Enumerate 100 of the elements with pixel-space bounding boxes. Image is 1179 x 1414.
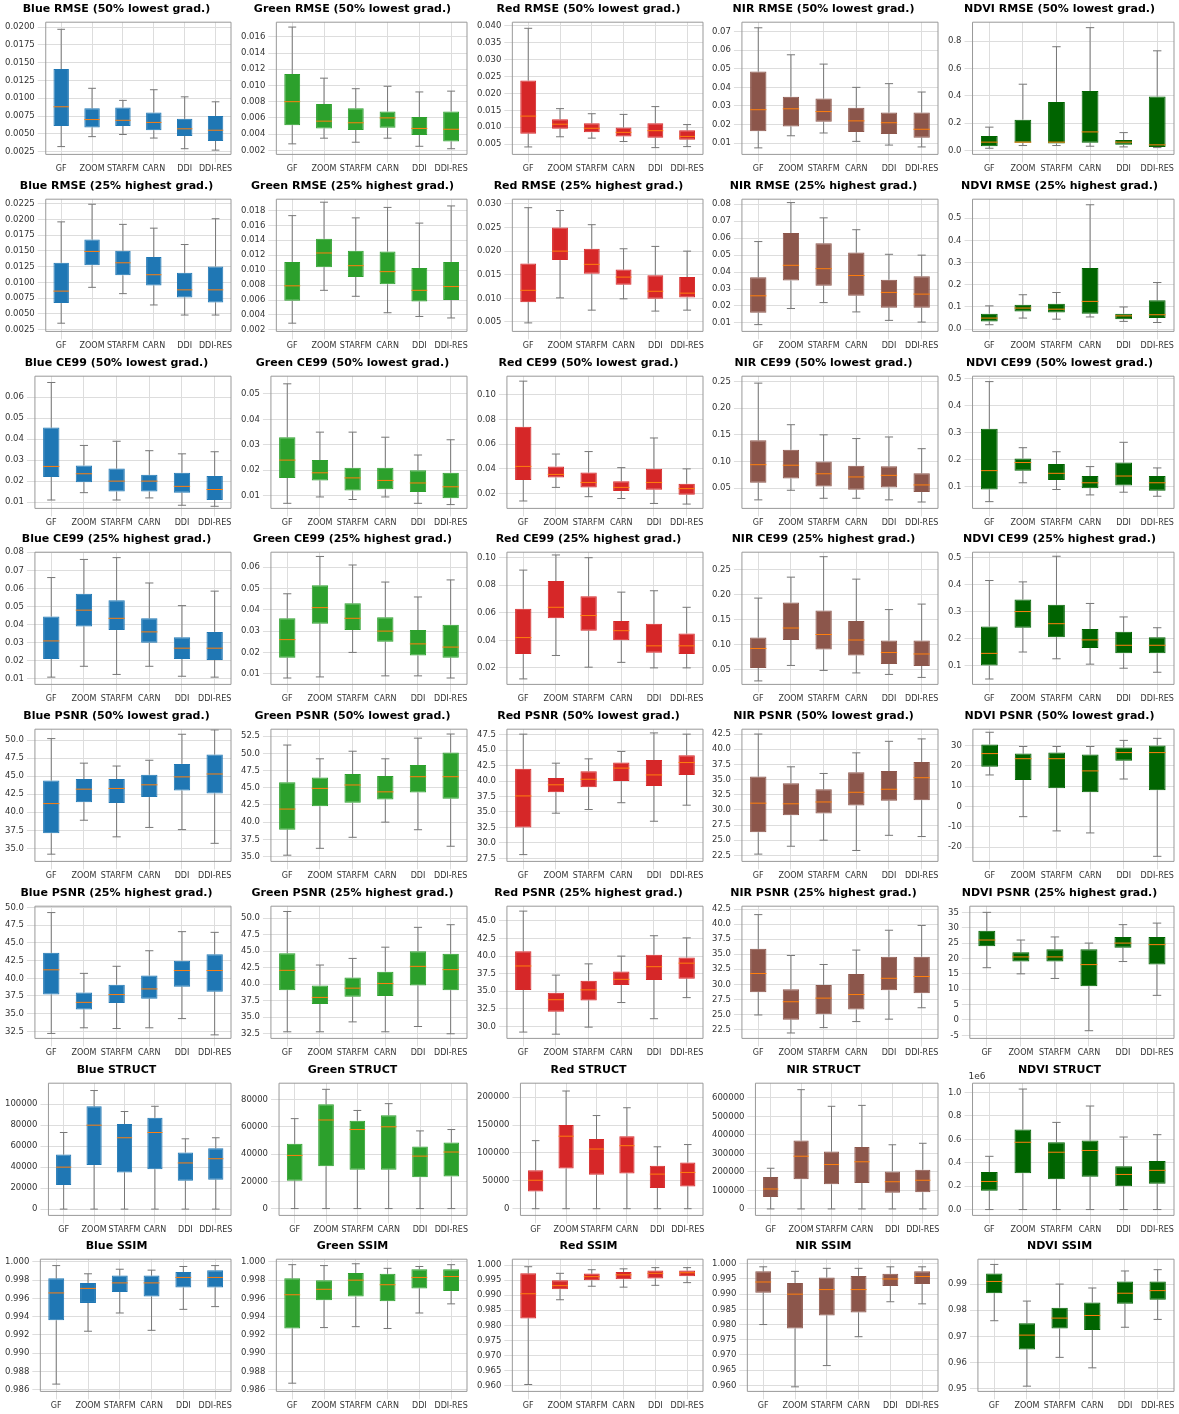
y-tick-label: 0.002	[240, 144, 266, 155]
y-tick-label: 42.5	[4, 954, 24, 965]
y-tick-label: 0.05	[712, 663, 732, 674]
y-tick-label: 0.010	[240, 79, 266, 90]
y-tick-label: 0.960	[712, 1379, 737, 1390]
x-tick-label: DDI	[1116, 871, 1132, 881]
x-tick-label: DDI-RES	[905, 694, 939, 704]
chart-title: NDVI RMSE (50% lowest grad.)	[964, 2, 1156, 16]
y-tick-label: 47.5	[476, 728, 496, 739]
y-tick-label: 37.5	[476, 790, 496, 801]
x-tick-label: DDI-RES	[1140, 871, 1175, 881]
y-tick-label: 0.96	[948, 1357, 968, 1368]
y-tick-label: 0.0050	[4, 307, 35, 318]
y-tick-label: 40.0	[712, 743, 732, 754]
y-tick-label: 25.0	[712, 834, 732, 845]
x-tick-label: ZOOM	[307, 1048, 333, 1058]
x-tick-label: CARN	[142, 341, 166, 351]
y-tick-label: 0.012	[240, 249, 266, 260]
y-tick-label: 0.0175	[4, 229, 35, 240]
chart-title: Green CE99 (50% lowest grad.)	[255, 355, 449, 369]
x-tick-label: CARN	[376, 164, 399, 174]
x-tick-label: DDI-RES	[434, 1401, 468, 1411]
x-tick-label: DDI-RES	[198, 517, 232, 527]
y-tick-label: 0.0025	[4, 145, 35, 156]
y-tick-label: 0.0125	[4, 74, 35, 85]
y-tick-label: 45.0	[240, 945, 260, 956]
x-tick-label: DDI-RES	[198, 1048, 232, 1058]
x-tick-label: DDI	[411, 164, 427, 174]
x-tick-label: ZOOM	[1010, 164, 1036, 174]
x-tick-label: ZOOM	[71, 694, 97, 704]
x-tick-label: CARN	[851, 1224, 874, 1234]
x-tick-label: DDI	[1117, 1401, 1133, 1411]
x-tick-label: CARN	[845, 517, 869, 527]
x-tick-label: ZOOM	[782, 1401, 808, 1411]
x-tick-label: ZOOM	[543, 694, 569, 704]
y-tick-label: 0.01	[240, 489, 260, 500]
x-tick-label: DDI	[178, 1224, 193, 1234]
x-tick-label: GF	[286, 341, 298, 351]
y-tick-label: 32.5	[476, 821, 496, 832]
x-tick-label: GF	[281, 694, 293, 704]
y-tick-label: 0.025	[476, 221, 501, 232]
y-tick-label: 0.8	[948, 1109, 962, 1120]
x-tick-label: STARFM	[575, 1401, 608, 1411]
x-tick-label: ZOOM	[778, 871, 804, 881]
y-tick-label: 0.020	[476, 245, 501, 256]
x-tick-label: CARN	[845, 694, 869, 704]
x-tick-label: CARN	[376, 341, 399, 351]
x-tick-label: DDI	[1116, 164, 1132, 174]
x-tick-label: DDI-RES	[1140, 1048, 1174, 1058]
x-tick-label: DDI	[177, 341, 193, 351]
chart-title: Blue SSIM	[85, 1239, 148, 1253]
y-tick-label: 1.000	[712, 1258, 737, 1269]
x-tick-label: ZOOM	[311, 1401, 337, 1411]
x-tick-label: DDI	[410, 517, 426, 527]
x-tick-label: DDI	[647, 164, 663, 174]
y-tick-label: 0.10	[476, 388, 496, 399]
y-tick-label: 40.0	[4, 806, 24, 817]
y-tick-label: 0.996	[4, 1292, 30, 1303]
x-tick-label: GF	[45, 1048, 58, 1058]
y-tick-label: 0.010	[476, 121, 501, 132]
y-tick-label: 42.5	[240, 799, 260, 810]
x-tick-label: CARN	[611, 164, 635, 174]
chart-title: Red CE99 (25% highest grad.)	[495, 532, 681, 546]
x-tick-label: GF	[522, 164, 534, 174]
y-tick-label: -5	[950, 1029, 959, 1040]
y-tick-label: 20	[948, 952, 959, 963]
y-tick-label: 100000	[712, 1184, 745, 1195]
chart-title: Green RMSE (50% lowest grad.)	[253, 2, 451, 16]
x-tick-label: ZOOM	[778, 341, 804, 351]
x-tick-label: DDI	[411, 341, 427, 351]
y-tick-label: 0.025	[476, 70, 501, 81]
y-tick-label: 0.0	[948, 144, 962, 155]
chart-title: NDVI SSIM	[1027, 1239, 1093, 1253]
x-tick-label: STARFM	[336, 517, 369, 527]
y-tick-label: 45.0	[4, 770, 24, 781]
x-tick-label: DDI	[1116, 694, 1132, 704]
chart-title: NDVI STRUCT	[1018, 1062, 1102, 1076]
y-tick-label: 0.07	[4, 564, 24, 575]
x-tick-label: DDI-RES	[433, 694, 468, 704]
x-tick-label: ZOOM	[71, 517, 97, 527]
y-tick-label: 1.0	[948, 1086, 962, 1097]
x-tick-label: DDI-RES	[198, 341, 233, 351]
y-tick-label: 37.5	[4, 824, 24, 835]
x-tick-label: STARFM	[339, 1401, 372, 1411]
y-tick-label: 0.040	[476, 19, 501, 30]
x-tick-label: CARN	[140, 1401, 163, 1411]
y-tick-label: 0.0	[948, 1203, 962, 1214]
chart-title: NIR CE99 (25% highest grad.)	[732, 532, 916, 546]
chart-title: NIR STRUCT	[786, 1062, 862, 1076]
x-tick-label: DDI-RES	[1140, 1224, 1175, 1234]
y-tick-label: 0.07	[712, 25, 732, 36]
y-tick-label: 0.98	[948, 1304, 968, 1315]
x-tick-label: STARFM	[815, 1224, 848, 1234]
y-tick-label: 0.03	[240, 625, 260, 636]
y-tick-label: 37.5	[240, 994, 260, 1005]
x-tick-label: STARFM	[808, 1048, 841, 1058]
y-tick-label: 0.012	[240, 63, 266, 74]
x-tick-label: STARFM	[575, 341, 608, 351]
x-tick-label: DDI	[411, 1401, 427, 1411]
y-tick-label: 0.10	[712, 455, 732, 466]
